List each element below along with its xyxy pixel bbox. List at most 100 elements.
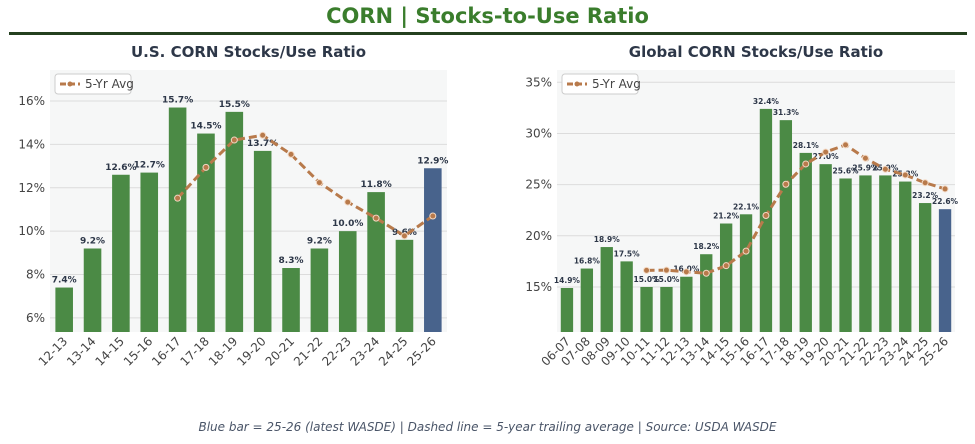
bar — [55, 287, 73, 332]
avg-point — [643, 266, 651, 274]
bar — [197, 133, 215, 332]
avg-point — [722, 262, 730, 270]
bar — [168, 107, 187, 333]
data-label: 15.0% — [634, 275, 661, 284]
x-tick-label: 24-25 — [376, 334, 411, 369]
avg-point — [822, 148, 830, 156]
y-tick-label: 15% — [525, 280, 552, 294]
data-label: 14.9% — [554, 276, 581, 285]
avg-point — [344, 198, 352, 206]
data-label: 15.0% — [653, 275, 680, 284]
avg-point — [400, 232, 408, 240]
bar — [779, 120, 793, 332]
avg-point — [429, 212, 437, 220]
bar — [112, 174, 130, 332]
bar — [918, 203, 932, 332]
data-label: 17.5% — [614, 249, 641, 258]
avg-point — [901, 171, 909, 179]
bar — [739, 214, 753, 332]
avg-point — [941, 185, 949, 193]
x-tick-label: 20-21 — [263, 334, 298, 369]
data-label: 25.6% — [833, 166, 860, 175]
bar — [879, 175, 892, 332]
avg-point — [842, 141, 850, 149]
avg-point — [742, 247, 750, 255]
bar — [660, 286, 673, 332]
footer-note: Blue bar = 25-26 (latest WASDE) | Dashed… — [198, 420, 777, 434]
y-tick-label: 14% — [18, 137, 45, 151]
plot-area — [557, 70, 955, 332]
y-tick-label: 8% — [26, 268, 45, 282]
data-label: 22.1% — [733, 202, 760, 211]
bar — [839, 178, 852, 332]
chart-title: U.S. CORN Stocks/Use Ratio — [131, 43, 366, 61]
data-label: 13.7% — [247, 139, 278, 149]
y-tick-label: 30% — [525, 126, 552, 140]
data-label: 16.8% — [574, 257, 601, 266]
page-title: CORN | Stocks-to-Use Ratio — [326, 4, 649, 28]
x-tick-label: 23-24 — [348, 334, 383, 369]
bar — [859, 175, 872, 332]
data-label: 25.9% — [852, 163, 879, 172]
data-label: 18.2% — [693, 242, 720, 251]
data-label: 9.2% — [307, 236, 332, 246]
data-label: 32.4% — [753, 97, 780, 106]
bar — [225, 111, 244, 332]
avg-point — [782, 180, 790, 188]
chart-title: Global CORN Stocks/Use Ratio — [629, 43, 883, 61]
data-label: 15.5% — [219, 100, 250, 110]
legend-label: 5-Yr Avg — [592, 77, 641, 91]
data-label: 9.2% — [80, 236, 105, 246]
bar — [700, 254, 713, 332]
bar — [938, 209, 952, 332]
avg-point — [315, 179, 323, 187]
data-label: 21.2% — [713, 212, 740, 221]
avg-point — [372, 214, 380, 222]
data-label: 10.0% — [332, 219, 363, 229]
x-tick-label: 16-17 — [149, 334, 184, 369]
data-label: 11.8% — [360, 180, 391, 190]
data-label: 22.6% — [932, 197, 959, 206]
data-label: 7.4% — [52, 276, 77, 286]
bar — [253, 150, 272, 332]
x-tick-label: 22-23 — [319, 334, 354, 369]
bar — [799, 152, 812, 332]
data-label: 14.5% — [190, 122, 221, 132]
y-tick-label: 20% — [525, 229, 552, 243]
avg-point — [174, 194, 182, 202]
x-tick-label: 12-13 — [36, 334, 71, 369]
avg-point — [259, 131, 267, 139]
bar — [600, 247, 613, 332]
avg-point — [762, 212, 770, 220]
bar — [395, 239, 414, 332]
x-tick-label: 21-22 — [291, 334, 326, 369]
legend — [54, 73, 132, 95]
data-label: 27.0% — [813, 152, 840, 161]
bar — [424, 168, 442, 332]
legend-marker-icon — [67, 81, 73, 87]
data-label: 28.1% — [793, 141, 820, 150]
y-tick-label: 16% — [18, 94, 45, 108]
bar — [680, 276, 693, 332]
data-label: 12.6% — [105, 163, 136, 173]
bar — [83, 248, 102, 332]
avg-point — [662, 266, 670, 274]
x-tick-label: 14-15 — [92, 334, 127, 369]
data-label: 23.2% — [912, 191, 939, 200]
avg-point — [202, 163, 210, 171]
x-tick-label: 18-19 — [206, 334, 241, 369]
bar — [367, 192, 385, 332]
y-tick-label: 25% — [525, 178, 552, 192]
avg-line — [646, 143, 946, 275]
bar — [759, 108, 773, 332]
avg-point — [702, 269, 710, 277]
avg-point — [682, 268, 690, 276]
x-tick-label: 13-14 — [64, 334, 99, 369]
data-label: 18.9% — [594, 235, 621, 244]
avg-point — [881, 165, 889, 173]
y-tick-label: 35% — [525, 75, 552, 89]
bar — [719, 223, 733, 332]
bar — [338, 231, 357, 332]
data-label: 15.7% — [162, 96, 193, 106]
